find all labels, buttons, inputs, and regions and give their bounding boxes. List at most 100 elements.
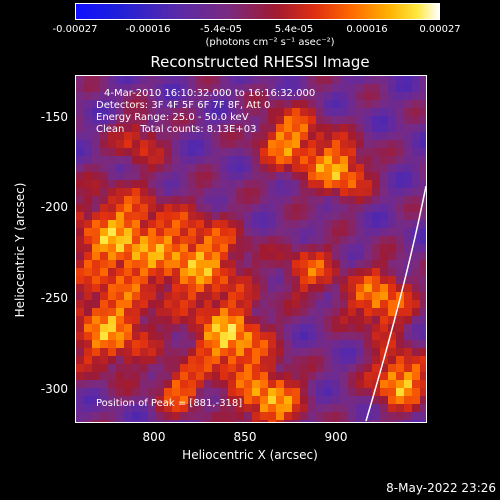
image-pixel <box>76 348 84 356</box>
image-pixel <box>372 236 380 244</box>
image-pixel <box>324 356 332 364</box>
image-pixel <box>196 204 204 212</box>
image-pixel <box>220 228 228 236</box>
image-pixel <box>172 324 180 332</box>
image-pixel <box>92 180 100 188</box>
image-pixel <box>188 164 196 172</box>
image-pixel <box>156 132 164 140</box>
image-pixel <box>124 172 132 180</box>
image-pixel <box>260 188 268 196</box>
image-pixel <box>228 260 236 268</box>
image-pixel <box>372 252 380 260</box>
image-pixel <box>260 180 268 188</box>
image-pixel <box>236 284 244 292</box>
image-pixel <box>188 372 196 380</box>
image-pixel <box>180 244 188 252</box>
image-pixel <box>164 84 172 92</box>
image-pixel <box>252 276 260 284</box>
image-pixel <box>356 268 364 276</box>
image-pixel <box>276 236 284 244</box>
image-pixel <box>172 268 180 276</box>
image-pixel <box>356 348 364 356</box>
image-pixel <box>236 364 244 372</box>
image-pixel <box>324 348 332 356</box>
image-pixel <box>172 380 180 388</box>
image-pixel <box>100 412 108 420</box>
image-pixel <box>148 180 156 188</box>
image-pixel <box>412 140 420 148</box>
image-pixel <box>116 180 124 188</box>
image-pixel <box>276 156 284 164</box>
image-pixel <box>84 124 92 132</box>
image-pixel <box>132 364 140 372</box>
image-pixel <box>420 300 426 308</box>
image-pixel <box>300 308 308 316</box>
image-pixel <box>380 228 388 236</box>
image-pixel <box>148 212 156 220</box>
image-pixel <box>268 196 276 204</box>
image-pixel <box>292 124 300 132</box>
image-pixel <box>236 388 244 396</box>
colorbar-tick: 0.00016 <box>346 24 388 35</box>
image-pixel <box>196 244 204 252</box>
image-pixel <box>108 308 116 316</box>
image-pixel <box>108 100 116 108</box>
image-pixel <box>300 420 308 422</box>
image-pixel <box>332 228 340 236</box>
image-pixel <box>284 348 292 356</box>
image-pixel <box>84 340 92 348</box>
image-pixel <box>84 396 92 404</box>
image-pixel <box>292 356 300 364</box>
image-pixel <box>292 268 300 276</box>
image-pixel <box>340 388 348 396</box>
image-pixel <box>84 228 92 236</box>
image-pixel <box>348 212 356 220</box>
image-pixel <box>420 148 426 156</box>
image-pixel <box>324 316 332 324</box>
image-pixel <box>108 92 116 100</box>
image-pixel <box>292 84 300 92</box>
image-pixel <box>276 412 284 420</box>
image-pixel <box>180 300 188 308</box>
image-pixel <box>180 308 188 316</box>
image-pixel <box>284 396 292 404</box>
image-pixel <box>140 228 148 236</box>
image-pixel <box>140 76 148 84</box>
image-pixel <box>396 364 404 372</box>
image-pixel <box>356 276 364 284</box>
image-pixel <box>276 116 284 124</box>
image-pixel <box>108 220 116 228</box>
image-pixel <box>316 116 324 124</box>
image-pixel <box>140 100 148 108</box>
image-pixel <box>276 108 284 116</box>
image-pixel <box>252 404 260 412</box>
image-pixel <box>228 148 236 156</box>
image-pixel <box>92 324 100 332</box>
image-pixel <box>308 420 316 422</box>
image-pixel <box>260 300 268 308</box>
image-pixel <box>124 148 132 156</box>
image-pixel <box>332 220 340 228</box>
image-pixel <box>76 228 84 236</box>
image-pixel <box>324 420 332 422</box>
image-pixel <box>260 220 268 228</box>
image-pixel <box>156 100 164 108</box>
image-pixel <box>100 340 108 348</box>
image-pixel <box>124 300 132 308</box>
image-pixel <box>228 308 236 316</box>
image-pixel <box>204 396 212 404</box>
image-pixel <box>404 196 412 204</box>
image-pixel <box>364 332 372 340</box>
image-pixel <box>84 308 92 316</box>
image-pixel <box>396 156 404 164</box>
image-pixel <box>388 244 396 252</box>
image-pixel <box>396 404 404 412</box>
image-pixel <box>292 412 300 420</box>
image-pixel <box>324 388 332 396</box>
image-pixel <box>324 372 332 380</box>
image-pixel <box>100 244 108 252</box>
image-pixel <box>164 164 172 172</box>
image-pixel <box>388 196 396 204</box>
image-pixel <box>412 340 420 348</box>
image-pixel <box>236 340 244 348</box>
